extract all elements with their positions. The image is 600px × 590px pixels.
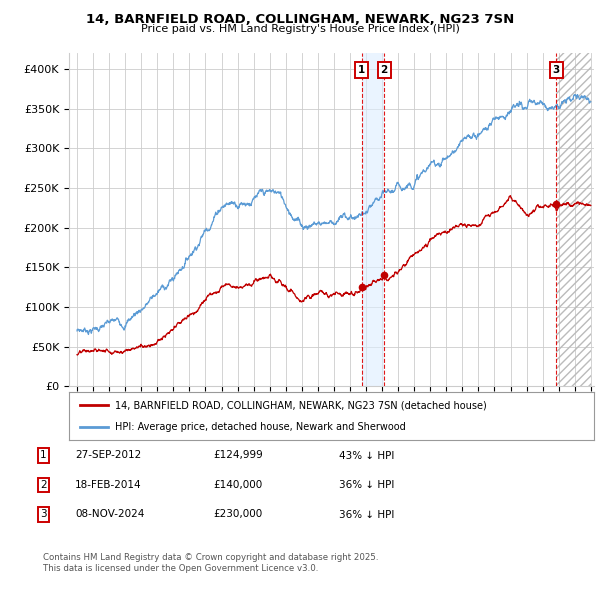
Text: 14, BARNFIELD ROAD, COLLINGHAM, NEWARK, NG23 7SN: 14, BARNFIELD ROAD, COLLINGHAM, NEWARK, … — [86, 13, 514, 26]
Text: 08-NOV-2024: 08-NOV-2024 — [75, 510, 145, 519]
Text: 27-SEP-2012: 27-SEP-2012 — [75, 451, 141, 460]
Text: Price paid vs. HM Land Registry's House Price Index (HPI): Price paid vs. HM Land Registry's House … — [140, 24, 460, 34]
Text: 2: 2 — [380, 65, 388, 75]
Text: 43% ↓ HPI: 43% ↓ HPI — [339, 451, 394, 460]
Text: £230,000: £230,000 — [213, 510, 262, 519]
Text: 2: 2 — [40, 480, 47, 490]
Text: 14, BARNFIELD ROAD, COLLINGHAM, NEWARK, NG23 7SN (detached house): 14, BARNFIELD ROAD, COLLINGHAM, NEWARK, … — [115, 400, 487, 410]
Text: 3: 3 — [40, 510, 47, 519]
Text: £140,000: £140,000 — [213, 480, 262, 490]
Text: 1: 1 — [358, 65, 365, 75]
Text: HPI: Average price, detached house, Newark and Sherwood: HPI: Average price, detached house, Newa… — [115, 422, 406, 432]
Text: 18-FEB-2014: 18-FEB-2014 — [75, 480, 142, 490]
Text: 36% ↓ HPI: 36% ↓ HPI — [339, 510, 394, 519]
Text: 36% ↓ HPI: 36% ↓ HPI — [339, 480, 394, 490]
Text: Contains HM Land Registry data © Crown copyright and database right 2025.
This d: Contains HM Land Registry data © Crown c… — [43, 553, 379, 573]
Text: 1: 1 — [40, 451, 47, 460]
Text: £124,999: £124,999 — [213, 451, 263, 460]
Text: 3: 3 — [553, 65, 560, 75]
